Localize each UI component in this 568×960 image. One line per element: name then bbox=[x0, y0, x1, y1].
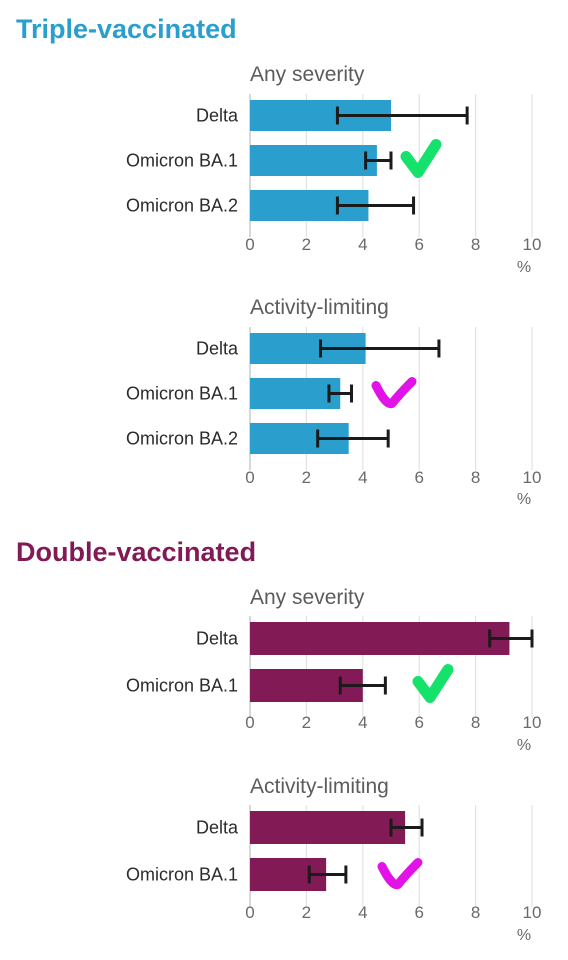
check-icon bbox=[377, 858, 423, 890]
section-title-triple: Triple-vaccinated bbox=[16, 14, 237, 44]
error-bar bbox=[338, 676, 387, 695]
category-label: Omicron BA.2 bbox=[126, 196, 238, 216]
tick-label: 6 bbox=[414, 468, 423, 487]
tick-label: 10 bbox=[523, 468, 542, 487]
tick-label: 4 bbox=[358, 713, 367, 732]
tick-label: 10 bbox=[523, 903, 542, 922]
category-label: Omicron BA.1 bbox=[126, 865, 238, 885]
tick-label: 8 bbox=[471, 235, 480, 254]
bar bbox=[250, 811, 406, 844]
error-bar bbox=[316, 429, 390, 448]
section-title-double: Double-vaccinated bbox=[16, 537, 256, 567]
tick-label: 8 bbox=[471, 468, 480, 487]
chart-triple-any: Delta Omicron BA.1 Omicron BA.2 0 2 4 6 8 10% bbox=[126, 94, 542, 276]
tick-label: 6 bbox=[414, 235, 423, 254]
error-bar bbox=[488, 629, 534, 648]
tick-label: 2 bbox=[302, 468, 311, 487]
tick-label: 4 bbox=[358, 468, 367, 487]
category-label: Delta bbox=[196, 339, 239, 359]
error-bar bbox=[335, 196, 416, 215]
bar bbox=[250, 622, 510, 655]
error-bar bbox=[335, 106, 469, 125]
category-label: Delta bbox=[196, 106, 239, 126]
category-label: Omicron BA.1 bbox=[126, 384, 238, 404]
tick-label: 4 bbox=[358, 903, 367, 922]
tick-label: 4 bbox=[358, 235, 367, 254]
tick-label: 8 bbox=[471, 713, 480, 732]
error-bar bbox=[364, 151, 393, 170]
chart-title-triple-activity: Activity-limiting bbox=[250, 296, 389, 319]
tick-label: 2 bbox=[302, 235, 311, 254]
axis-unit-label: % bbox=[517, 259, 531, 276]
tick-label: 6 bbox=[414, 903, 423, 922]
tick-label: 2 bbox=[302, 713, 311, 732]
axis-unit-label: % bbox=[517, 491, 531, 508]
category-label: Omicron BA.1 bbox=[126, 151, 238, 171]
tick-label: 8 bbox=[471, 903, 480, 922]
tick-label: 0 bbox=[245, 903, 254, 922]
axis-unit-label: % bbox=[517, 927, 531, 944]
tick-label: 6 bbox=[414, 713, 423, 732]
category-label: Omicron BA.1 bbox=[126, 676, 238, 696]
chart-double-any: Delta Omicron BA.1 0 2 4 6 8 10% bbox=[126, 616, 542, 754]
category-label: Delta bbox=[196, 818, 239, 838]
check-icon bbox=[400, 139, 442, 178]
tick-label: 0 bbox=[245, 235, 254, 254]
error-bar bbox=[307, 865, 348, 884]
check-icon bbox=[371, 377, 417, 409]
tick-label: 0 bbox=[245, 468, 254, 487]
category-label: Omicron BA.2 bbox=[126, 429, 238, 449]
axis-unit-label: % bbox=[517, 737, 531, 754]
tick-label: 2 bbox=[302, 903, 311, 922]
error-bar bbox=[327, 384, 354, 403]
chart-triple-activity: Delta Omicron BA.1 Omicron BA.2 0 2 4 6 8 10% bbox=[126, 327, 542, 508]
bar bbox=[250, 378, 341, 409]
chart-title-double-activity: Activity-limiting bbox=[250, 775, 389, 798]
error-bar bbox=[319, 339, 441, 358]
tick-label: 10 bbox=[523, 235, 542, 254]
error-bar bbox=[389, 818, 424, 837]
category-label: Delta bbox=[196, 629, 239, 649]
chart-title-double-any: Any severity bbox=[250, 586, 365, 609]
tick-label: 0 bbox=[245, 713, 254, 732]
tick-label: 10 bbox=[523, 713, 542, 732]
check-icon bbox=[412, 664, 454, 703]
chart-double-activity: Delta Omicron BA.1 0 2 4 6 8 10% bbox=[126, 805, 542, 944]
chart-title-triple-any: Any severity bbox=[250, 63, 365, 86]
bar bbox=[250, 145, 377, 176]
